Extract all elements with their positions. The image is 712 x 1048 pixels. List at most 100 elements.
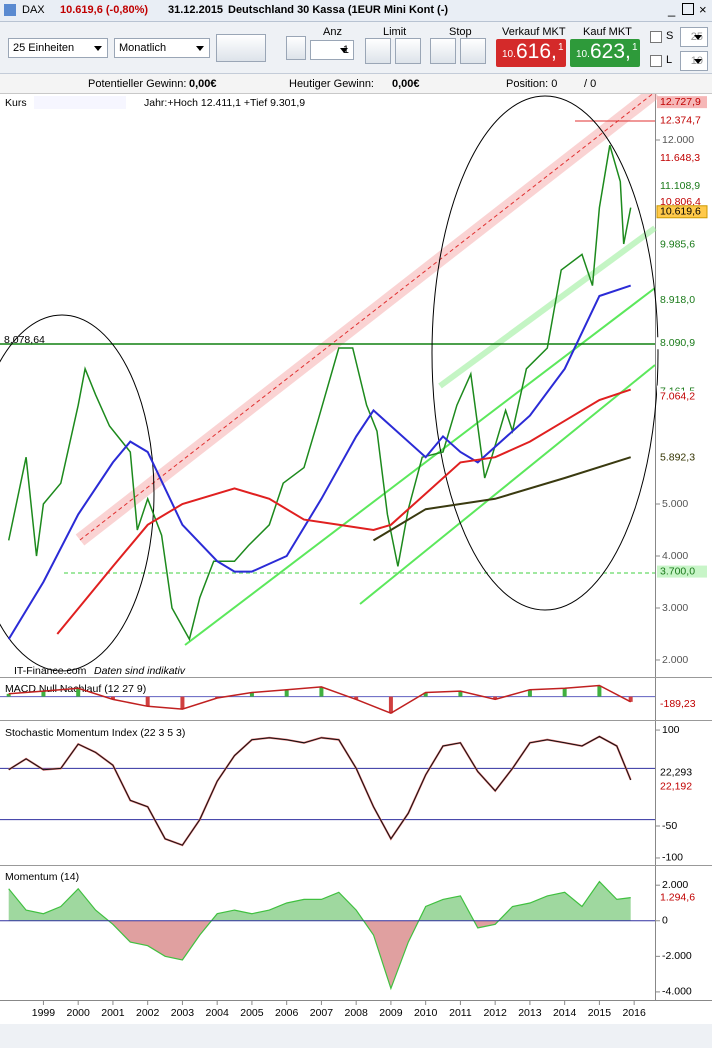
smi-line <box>8 735 632 846</box>
trend-line <box>359 364 656 605</box>
date: 31.12.2015 <box>168 4 224 16</box>
momentum-line <box>8 880 631 991</box>
x-tick-label: 2006 <box>275 1007 299 1019</box>
settings-button[interactable] <box>286 36 306 60</box>
y-tick-label: 5.000 <box>662 498 688 510</box>
macd-bar <box>41 691 46 697</box>
x-tick-label: 2011 <box>449 1007 472 1019</box>
price-label: 12.727,9 <box>660 96 701 108</box>
chart-type-button[interactable] <box>216 34 266 62</box>
limit-buy[interactable] <box>365 38 391 64</box>
l-input[interactable]: 10 <box>680 51 708 71</box>
x-tick-label: 2016 <box>622 1007 646 1019</box>
limit-sell[interactable] <box>395 38 421 64</box>
info-bar: Potentieller Gewinn: 0,00€ Heutiger Gewi… <box>0 74 712 94</box>
y-tick-label: 3.000 <box>662 602 688 614</box>
price-label-box <box>656 205 708 219</box>
macd-bar <box>110 696 115 700</box>
instrument: Deutschland 30 Kassa (1EUR Mini Kont (-) <box>228 4 449 16</box>
value-label: 22,192 <box>660 781 692 793</box>
stop-buy[interactable] <box>430 38 456 64</box>
x-tick-label: 2009 <box>379 1007 403 1019</box>
buy-suffix: 1 <box>632 42 638 53</box>
price-label: 10.619,6 <box>660 206 701 218</box>
s-input[interactable]: 25 <box>680 27 708 47</box>
s-checkbox[interactable] <box>650 31 662 43</box>
moving-average <box>56 388 632 635</box>
s-label: S <box>666 30 674 42</box>
x-tick-label: 2001 <box>101 1007 125 1019</box>
buy-prefix: 10. <box>576 49 590 60</box>
x-tick-label: 2000 <box>67 1007 91 1019</box>
chart-area: Kurs Jahr:+Hoch 12.411,1 +Tief 9.301,9 8… <box>0 94 712 1048</box>
stop-label: Stop <box>449 26 472 38</box>
x-tick-label: 2014 <box>553 1007 577 1019</box>
sell-main: 616, <box>516 40 557 63</box>
panel-title: Kurs <box>5 97 27 109</box>
macd-bar <box>597 685 602 697</box>
price-label-box <box>657 390 707 403</box>
interval-dropdown[interactable]: Monatlich <box>114 38 210 58</box>
left-label: 8.078,64 <box>4 334 45 346</box>
macd-bar <box>628 696 633 702</box>
momentum-area-negative <box>8 920 631 989</box>
y-tick-label: -100 <box>662 852 683 864</box>
price-label: 5.892,3 <box>660 451 695 463</box>
position-tail: / 0 <box>584 78 597 90</box>
price-label-box <box>657 152 707 165</box>
title-bar: DAX 10.619,6 (-0,80%) 31.12.2015 Deutsch… <box>0 0 712 22</box>
x-tick-label: 2012 <box>483 1007 507 1019</box>
price-label-box <box>657 196 707 209</box>
l-label: L <box>666 54 673 66</box>
x-tick-label: 2013 <box>518 1007 542 1019</box>
minimize[interactable]: _ <box>668 2 676 17</box>
price-label: 11.108,9 <box>660 180 700 192</box>
price-label: 7.064,2 <box>660 390 695 402</box>
x-tick-label: 2005 <box>240 1007 264 1019</box>
price-label: 12.374,7 <box>660 114 701 126</box>
price-label-box <box>657 114 707 127</box>
qty-input[interactable]: 1 <box>310 40 354 60</box>
macd-bar <box>249 692 254 697</box>
maximize[interactable] <box>682 3 694 15</box>
x-tick-label: 2003 <box>171 1007 195 1019</box>
panel-title: Momentum (14) <box>5 871 79 883</box>
panel-icons[interactable] <box>34 96 126 109</box>
macd-bar <box>493 696 498 700</box>
price-label: 11.648,3 <box>660 152 700 164</box>
price-label-box <box>657 238 707 251</box>
y-tick-label: -4.000 <box>662 986 692 998</box>
symbol: DAX <box>22 4 45 16</box>
units-dropdown[interactable]: 25 Einheiten <box>8 38 108 58</box>
y-tick-label: 2.000 <box>662 654 688 666</box>
x-tick-label: 2015 <box>588 1007 612 1019</box>
stop-sell[interactable] <box>460 38 486 64</box>
price-label-box <box>657 451 707 464</box>
moving-average <box>372 456 632 542</box>
y-tick-label: 2.000 <box>662 879 688 891</box>
price-label-box <box>657 180 707 193</box>
qty-label: Anz <box>323 26 342 38</box>
macd-bar <box>458 691 463 697</box>
sell-button[interactable]: 10. 616, 1 <box>496 39 566 67</box>
value-label: 22,293 <box>660 767 692 779</box>
macd-bar <box>145 696 150 707</box>
sell-prefix: 10. <box>502 49 516 60</box>
price-label: 10.806,4 <box>660 196 701 208</box>
l-checkbox[interactable] <box>650 55 662 67</box>
price-label-box <box>657 294 707 307</box>
x-tick-label: 2008 <box>344 1007 368 1019</box>
close[interactable]: × <box>699 2 707 17</box>
bottom-toolbar <box>0 1024 712 1048</box>
change: 10.619,6 (-0,80%) <box>60 4 149 16</box>
panel-title: Stochastic Momentum Index (22 3 5 3) <box>5 727 185 739</box>
app-icon <box>4 4 16 16</box>
sell-suffix: 1 <box>558 42 564 53</box>
buy-button[interactable]: 10. 623, 1 <box>570 39 640 67</box>
x-tick-label: 2010 <box>414 1007 438 1019</box>
macd-bar <box>76 688 81 697</box>
buy-label: Kauf MKT <box>583 26 632 38</box>
limit-label: Limit <box>383 26 407 38</box>
momentum-area-positive <box>8 881 631 921</box>
macd-bar <box>180 696 185 710</box>
